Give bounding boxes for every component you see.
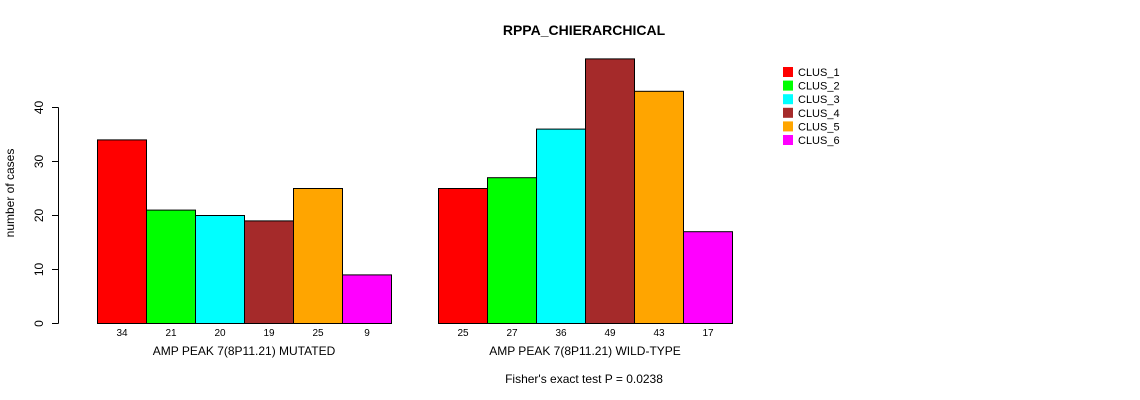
- group-labels: AMP PEAK 7(8P11.21) MUTATED AMP PEAK 7(8P…: [153, 344, 681, 358]
- group-label: AMP PEAK 7(8P11.21) WILD-TYPE: [489, 344, 681, 358]
- bar-count-label: 43: [653, 328, 665, 339]
- bar-count-label: 9: [364, 328, 370, 339]
- count-labels: 34 21 20 19 25 9 25 27 36 49 43 17: [116, 328, 714, 339]
- legend-label: CLUS_5: [798, 121, 840, 133]
- legend-swatch-clus-2: [783, 80, 793, 91]
- bar-wild-type-clus-5: [634, 90, 684, 324]
- chart-title: RPPA_CHIERARCHICAL: [503, 22, 666, 38]
- fisher-test-footnote: Fisher's exact test P = 0.0238: [505, 372, 663, 386]
- legend-swatch-clus-5: [783, 121, 793, 132]
- bar-count-label: 27: [506, 328, 518, 339]
- y-axis-label: number of cases: [3, 149, 17, 238]
- bar-count-label: 20: [214, 328, 226, 339]
- y-axis: 0 10 20 30 40: [32, 101, 59, 327]
- y-tick-label: 10: [32, 263, 46, 277]
- bar-count-label: 21: [165, 328, 177, 339]
- bar-mutated-clus-1: [97, 139, 147, 324]
- bar-mutated-clus-4: [244, 220, 294, 324]
- legend-swatch-clus-3: [783, 94, 793, 105]
- bar-count-label: 17: [702, 328, 714, 339]
- bar-count-label: 49: [604, 328, 616, 339]
- legend-label: CLUS_2: [798, 81, 840, 93]
- bar-count-label: 25: [457, 328, 469, 339]
- y-tick-label: 20: [32, 209, 46, 223]
- y-tick-label: 30: [32, 155, 46, 169]
- legend-label: CLUS_4: [798, 108, 840, 120]
- legend-label: CLUS_6: [798, 135, 840, 147]
- bar-count-label: 34: [116, 328, 128, 339]
- legend-swatch-clus-4: [783, 107, 793, 118]
- legend-label: CLUS_1: [798, 67, 840, 79]
- bar-wild-type-clus-3: [536, 128, 586, 324]
- bar-count-label: 25: [312, 328, 324, 339]
- legend-label: CLUS_3: [798, 94, 840, 106]
- bar-mutated-clus-3: [195, 215, 245, 324]
- group-label: AMP PEAK 7(8P11.21) MUTATED: [153, 344, 336, 358]
- bar-wild-type-clus-1: [438, 188, 488, 324]
- bar-wild-type-clus-4: [585, 58, 635, 325]
- bar-wild-type-clus-6: [683, 231, 733, 324]
- bar-mutated-clus-6: [342, 274, 392, 324]
- bar-mutated-clus-5: [293, 188, 343, 324]
- legend-swatch-clus-6: [783, 135, 793, 145]
- bar-mutated-clus-2: [146, 209, 196, 325]
- y-tick-label: 40: [32, 101, 46, 115]
- bars: [97, 58, 733, 325]
- bar-count-label: 36: [555, 328, 567, 339]
- y-tick-label: 0: [32, 320, 46, 327]
- bar-count-label: 19: [263, 328, 275, 339]
- bar-wild-type-clus-2: [487, 177, 537, 324]
- legend-swatch-clus-1: [783, 67, 793, 77]
